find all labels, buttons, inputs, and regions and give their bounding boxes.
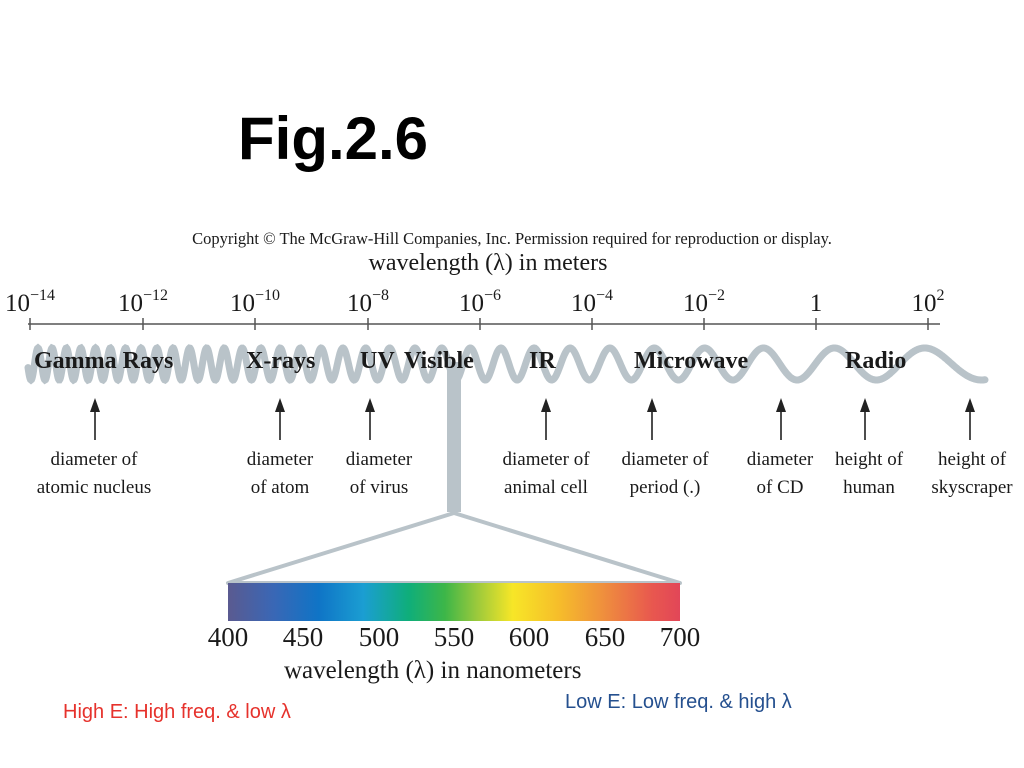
visible-spectrum-strip (228, 583, 680, 621)
up-arrow-icon (275, 398, 285, 440)
up-arrow-icon (860, 398, 870, 440)
band-ir: IR (529, 348, 556, 374)
example-skyscraper: height of skyscraper (931, 449, 1013, 498)
up-arrow-icon (541, 398, 551, 440)
up-arrow-icon (776, 398, 786, 440)
up-arrow-icon (965, 398, 975, 440)
nm-tick-label: 500 (358, 622, 400, 652)
example-virus: diameter of virus (345, 449, 413, 498)
band-x-rays: X-rays (246, 348, 316, 374)
scale-tick-label: 10−4 (570, 287, 614, 318)
copyright-notice: Copyright © The McGraw-Hill Companies, I… (192, 229, 832, 248)
example-human: height of human (834, 449, 904, 498)
nm-tick-label: 550 (433, 622, 475, 652)
band-uv: UV (360, 348, 395, 374)
slide-title: Fig.2.6 (238, 105, 429, 172)
example-arrows (90, 398, 975, 440)
up-arrow-icon (647, 398, 657, 440)
scale-tick-label: 10−12 (117, 287, 169, 318)
band-microwave: Microwave (634, 348, 749, 374)
scale-tick-label: 10−8 (346, 287, 390, 318)
band-radio: Radio (845, 348, 907, 374)
nm-tick-label: 450 (282, 622, 324, 652)
scale-tick-label: 10−6 (458, 287, 502, 318)
example-atom: diameter of atom (246, 449, 314, 498)
up-arrow-icon (365, 398, 375, 440)
scale-tick-label: 10−10 (229, 287, 281, 318)
visible-connector-bar (447, 362, 461, 512)
nm-tick-label: 600 (508, 622, 550, 652)
scale-tick-marks (29, 318, 929, 330)
nm-tick-label: 400 (207, 622, 249, 652)
band-visible: Visible (404, 348, 474, 374)
low-energy-note: Low E: Low freq. & high λ (565, 691, 792, 713)
scale-tick-label: 1 (809, 290, 823, 317)
scale-tick-label: 102 (911, 287, 945, 318)
example-atomic-nucleus: diameter of atomic nucleus (36, 449, 152, 498)
example-animal-cell: diameter of animal cell (502, 449, 590, 498)
nm-tick-label: 650 (584, 622, 626, 652)
wavelength-nm-label: wavelength (λ) in nanometers (284, 657, 582, 684)
em-wave (24, 343, 989, 385)
high-energy-note: High E: High freq. & low λ (63, 701, 291, 723)
visible-expansion-fan (226, 511, 682, 585)
example-period: diameter of period (.) (621, 449, 709, 498)
example-cd: diameter of CD (746, 449, 814, 498)
up-arrow-icon (90, 398, 100, 440)
nm-tick-label: 700 (659, 622, 701, 652)
scale-tick-label: 10−2 (682, 287, 726, 318)
wavelength-meters-label: wavelength (λ) in meters (368, 250, 608, 276)
band-gamma-rays: Gamma Rays (34, 348, 174, 374)
scale-tick-label: 10−14 (4, 287, 56, 318)
